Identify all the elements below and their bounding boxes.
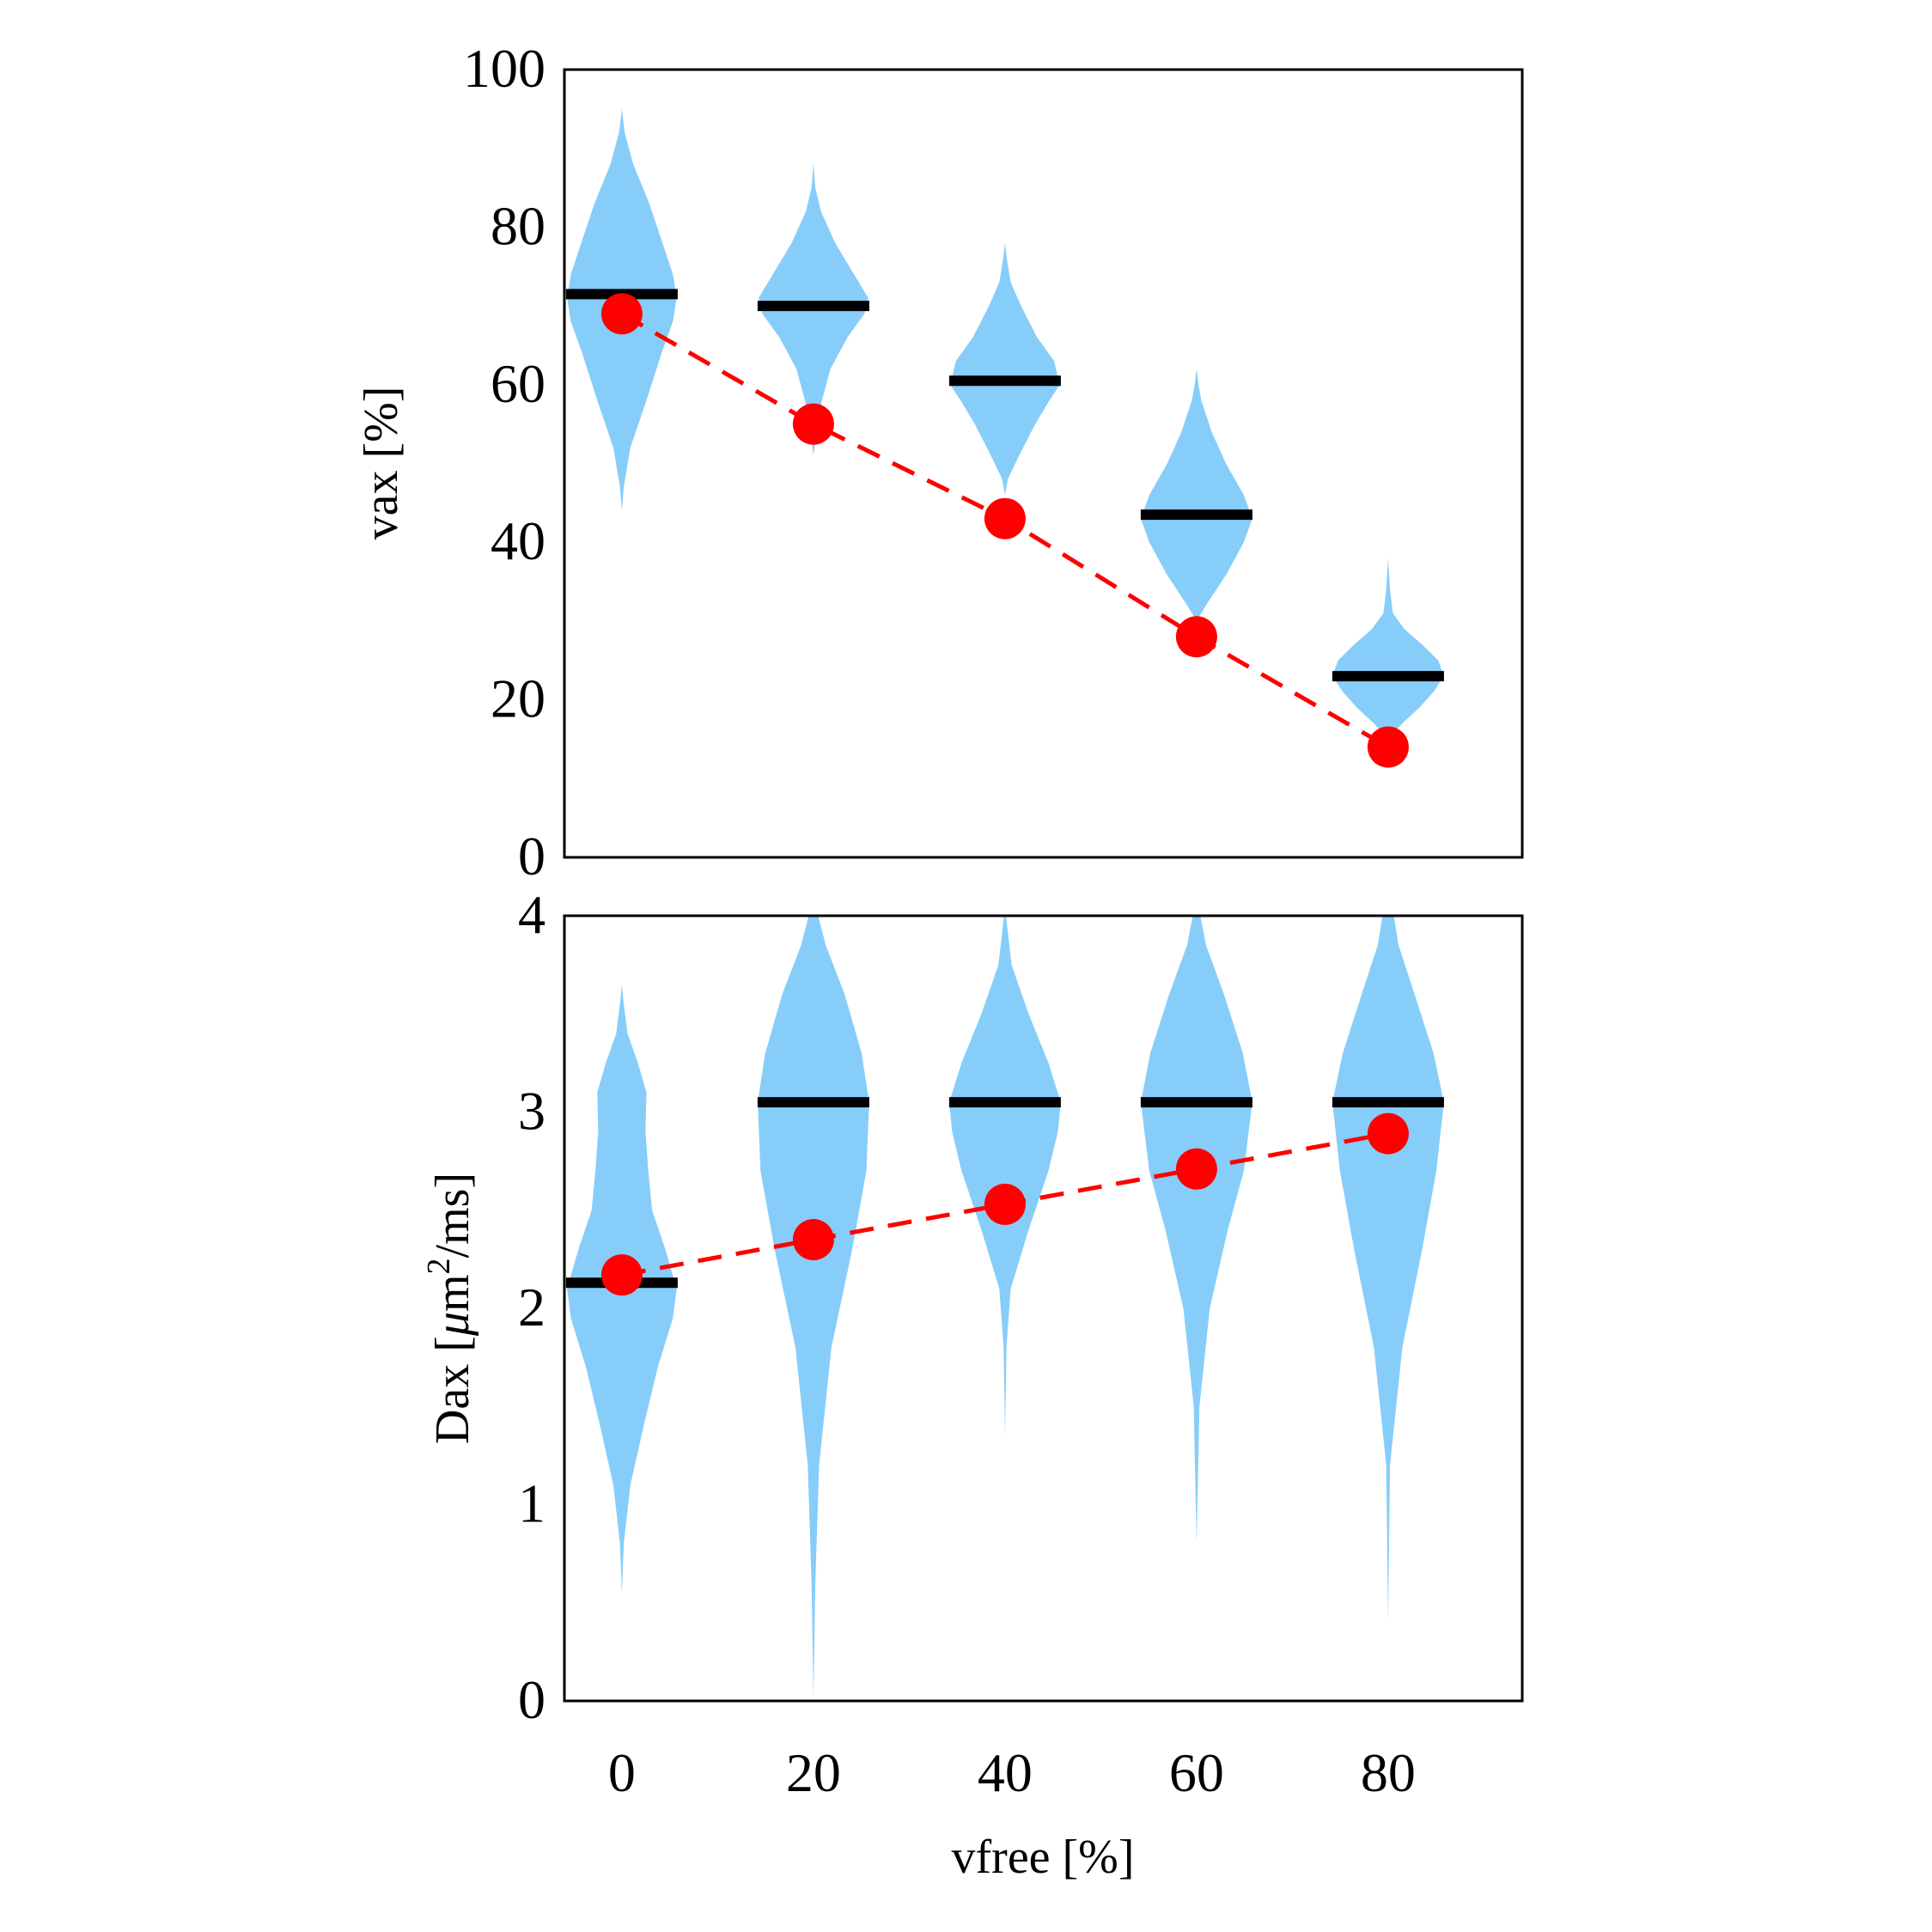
bottom-y-tick-label-1: 1 xyxy=(518,1473,545,1534)
top-y-tick-labels: 0 20 40 60 80 100 xyxy=(463,38,545,887)
x-tick-label-20: 20 xyxy=(786,1742,841,1803)
top-truth-point-0 xyxy=(601,293,643,334)
bottom-panel: 0 1 2 3 4 0 20 40 60 80 Dax [μm2/ms] vfree [%] xyxy=(421,884,1522,1884)
bottom-y-axis-label: Dax [μm2/ms] xyxy=(421,1173,479,1444)
x-tick-label-0: 0 xyxy=(608,1742,636,1803)
top-violin-60 xyxy=(1141,369,1252,621)
top-y-axis-label: vax [%] xyxy=(355,387,408,540)
top-violin-80 xyxy=(1332,558,1444,740)
bottom-truth-point-60 xyxy=(1176,1149,1217,1190)
top-y-tick-label-40: 40 xyxy=(491,510,545,571)
x-tick-labels: 0 20 40 60 80 xyxy=(608,1742,1416,1803)
top-violins xyxy=(567,109,1444,740)
top-y-tick-label-60: 60 xyxy=(491,353,545,414)
x-tick-label-80: 80 xyxy=(1361,1742,1416,1803)
x-tick-label-60: 60 xyxy=(1169,1742,1224,1803)
bottom-violin-40 xyxy=(949,916,1061,1436)
top-truth-point-60 xyxy=(1176,616,1217,657)
top-truth-point-80 xyxy=(1368,727,1409,768)
x-axis-label: vfree [%] xyxy=(952,1831,1135,1884)
top-y-tick-label-80: 80 xyxy=(491,195,545,256)
top-panel: 0 20 40 60 80 100 vax [%] xyxy=(355,38,1522,887)
top-violin-40 xyxy=(950,243,1060,496)
x-tick-label-40: 40 xyxy=(978,1742,1033,1803)
bottom-truth-point-40 xyxy=(984,1184,1026,1225)
top-y-tick-label-0: 0 xyxy=(518,826,545,887)
bottom-y-tick-label-0: 0 xyxy=(518,1669,545,1730)
bottom-violin-80 xyxy=(1332,916,1444,1623)
top-y-tick-label-20: 20 xyxy=(491,668,545,729)
top-truth-point-20 xyxy=(793,404,834,445)
bottom-truth-point-80 xyxy=(1368,1113,1409,1155)
bottom-y-tick-label-3: 3 xyxy=(518,1081,545,1142)
bottom-violin-60 xyxy=(1141,916,1252,1544)
bottom-truth-point-0 xyxy=(601,1254,643,1295)
bottom-violin-20 xyxy=(758,916,869,1697)
bottom-y-tick-labels: 0 1 2 3 4 xyxy=(518,884,545,1730)
bottom-violins xyxy=(567,916,1444,1697)
bottom-y-tick-label-2: 2 xyxy=(518,1277,545,1338)
top-truth-point-40 xyxy=(984,498,1026,539)
violin-chart: 0 20 40 60 80 100 vax [%] 0 1 2 3 4 0 20 40 60 80 Dax… xyxy=(0,0,1932,1932)
top-y-tick-label-100: 100 xyxy=(463,38,545,99)
bottom-truth-point-20 xyxy=(793,1219,834,1260)
bottom-y-tick-label-4: 4 xyxy=(518,884,545,945)
